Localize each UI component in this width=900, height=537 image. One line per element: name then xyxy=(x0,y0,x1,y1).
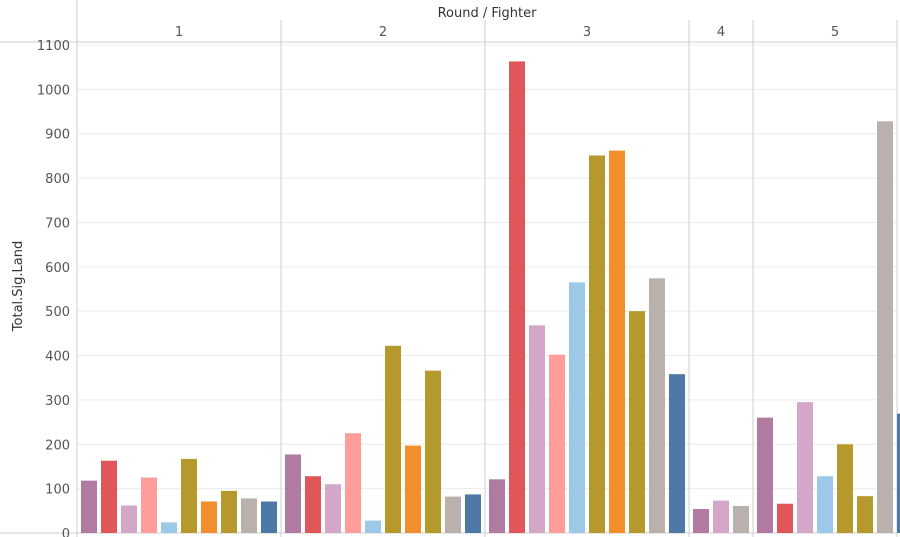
y-tick-label: 200 xyxy=(45,438,70,453)
bar xyxy=(877,121,893,534)
y-axis-label: Total.Sig.Land xyxy=(11,241,26,332)
panel-label: 5 xyxy=(831,25,839,40)
y-tick-label: 500 xyxy=(45,305,70,320)
bars-group xyxy=(81,61,900,534)
bar xyxy=(221,490,237,533)
panel-label: 3 xyxy=(583,25,591,40)
bar xyxy=(649,278,665,533)
bar xyxy=(489,479,505,533)
bar xyxy=(629,311,645,533)
bar xyxy=(569,282,585,533)
chart-title: Round / Fighter xyxy=(438,6,538,21)
panel-label: 1 xyxy=(175,25,183,40)
bar xyxy=(241,498,257,533)
bar xyxy=(693,509,709,533)
bar xyxy=(837,444,853,533)
bar xyxy=(465,494,481,533)
gridlines xyxy=(77,44,897,490)
y-tick-label: 900 xyxy=(45,128,70,143)
bar xyxy=(121,505,137,533)
panel-labels: 1 2 3 4 5 xyxy=(175,25,839,40)
bar xyxy=(509,61,525,533)
y-tick-label: 1000 xyxy=(37,83,70,98)
panel-label: 2 xyxy=(379,25,387,40)
bar xyxy=(201,501,217,533)
bar xyxy=(797,402,813,533)
bar xyxy=(345,433,361,533)
bar xyxy=(405,445,421,533)
y-tick-label: 300 xyxy=(45,394,70,409)
y-tick-label: 400 xyxy=(45,350,70,365)
bar xyxy=(757,417,773,533)
bar xyxy=(325,484,341,533)
bar xyxy=(285,454,301,533)
bar xyxy=(817,476,833,533)
bar xyxy=(365,520,381,533)
bar xyxy=(549,354,565,533)
bar xyxy=(529,325,545,533)
bar xyxy=(857,496,873,533)
panel-label: 4 xyxy=(717,25,725,40)
bar xyxy=(425,370,441,533)
y-tick-label: 600 xyxy=(45,261,70,276)
bar xyxy=(305,476,321,533)
bar xyxy=(897,413,900,533)
bar xyxy=(777,503,793,533)
bar xyxy=(141,477,157,533)
bar xyxy=(669,374,685,533)
bar xyxy=(81,480,97,533)
bar xyxy=(161,522,177,533)
bar xyxy=(385,345,401,533)
bar xyxy=(713,500,729,533)
bar xyxy=(733,505,749,533)
bar xyxy=(101,460,117,533)
y-tick-label: 0 xyxy=(62,527,70,537)
y-tick-labels: 0 100 200 300 400 500 600 700 800 900 1000 1100 xyxy=(37,39,70,537)
bar xyxy=(589,155,605,533)
bar xyxy=(445,496,461,533)
bar xyxy=(609,150,625,533)
y-tick-label: 1100 xyxy=(37,39,70,54)
y-tick-label: 800 xyxy=(45,172,70,187)
bar xyxy=(181,458,197,533)
bar xyxy=(261,501,277,533)
y-tick-label: 100 xyxy=(45,483,70,498)
y-tick-label: 700 xyxy=(45,216,70,231)
